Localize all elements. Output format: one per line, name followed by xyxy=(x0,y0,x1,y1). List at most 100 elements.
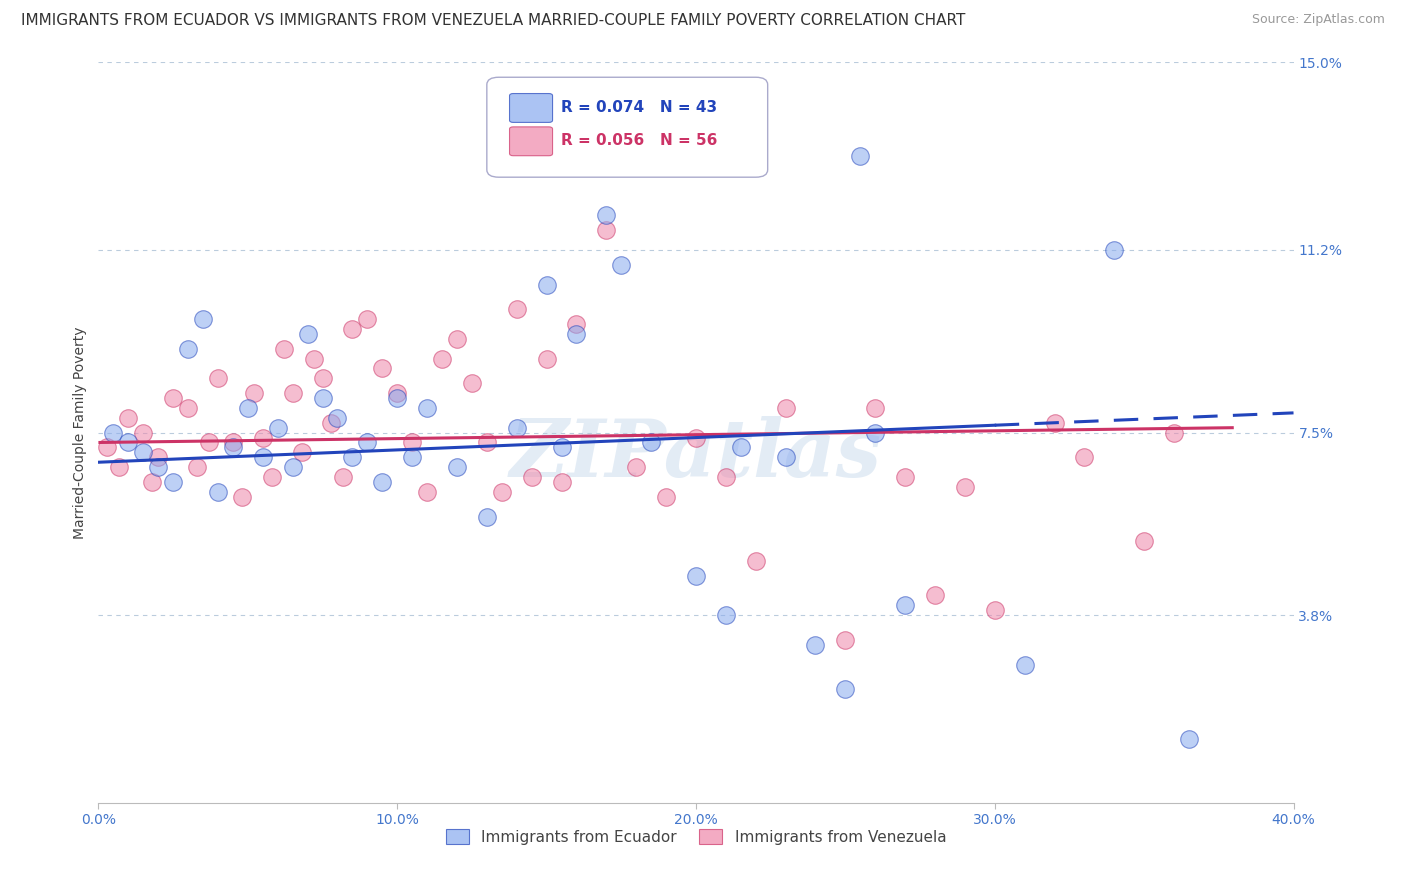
Point xyxy=(984,603,1007,617)
Point xyxy=(1104,243,1126,257)
Point xyxy=(291,445,314,459)
Point xyxy=(536,277,558,292)
Point xyxy=(371,475,394,489)
Text: Source: ZipAtlas.com: Source: ZipAtlas.com xyxy=(1251,13,1385,27)
Point xyxy=(385,391,409,405)
Point xyxy=(446,460,468,475)
Point xyxy=(446,332,468,346)
Point xyxy=(148,460,170,475)
Point xyxy=(1133,534,1156,549)
Point xyxy=(236,401,259,415)
Point xyxy=(953,480,976,494)
Point xyxy=(1043,416,1066,430)
Point xyxy=(1014,657,1036,672)
Point xyxy=(506,302,529,317)
Point xyxy=(550,475,572,489)
Point xyxy=(342,322,364,336)
Point xyxy=(1163,425,1185,440)
Point xyxy=(745,554,768,568)
Point xyxy=(595,223,617,237)
FancyBboxPatch shape xyxy=(509,94,553,122)
Point xyxy=(626,460,648,475)
FancyBboxPatch shape xyxy=(509,127,553,156)
Point xyxy=(685,431,707,445)
Point xyxy=(191,312,214,326)
Point xyxy=(186,460,208,475)
Point xyxy=(177,401,200,415)
Point xyxy=(132,425,155,440)
Point xyxy=(332,470,354,484)
Point xyxy=(520,470,543,484)
Point xyxy=(1178,731,1201,746)
Point xyxy=(207,484,229,499)
Point xyxy=(356,435,378,450)
Point xyxy=(267,420,290,434)
Point xyxy=(222,435,245,450)
Point xyxy=(924,589,946,603)
Point xyxy=(865,401,887,415)
Point xyxy=(252,431,274,445)
Point xyxy=(894,470,917,484)
Point xyxy=(198,435,221,450)
Point xyxy=(640,435,662,450)
Point xyxy=(132,445,155,459)
Point xyxy=(311,371,333,385)
Point xyxy=(685,568,707,582)
Text: R = 0.056   N = 56: R = 0.056 N = 56 xyxy=(561,134,717,148)
Point xyxy=(849,149,872,163)
Point xyxy=(865,425,887,440)
Y-axis label: Married-Couple Family Poverty: Married-Couple Family Poverty xyxy=(73,326,87,539)
Point xyxy=(108,460,131,475)
Point xyxy=(281,460,304,475)
Point xyxy=(326,410,349,425)
Legend: Immigrants from Ecuador, Immigrants from Venezuela: Immigrants from Ecuador, Immigrants from… xyxy=(440,822,952,851)
Point xyxy=(401,450,423,465)
Point xyxy=(655,490,678,504)
Point xyxy=(177,342,200,356)
Point xyxy=(148,450,170,465)
Point xyxy=(342,450,364,465)
Point xyxy=(491,484,513,499)
Point xyxy=(1073,450,1095,465)
Point xyxy=(565,317,588,331)
Point xyxy=(103,425,125,440)
Point xyxy=(550,441,572,455)
Point xyxy=(273,342,295,356)
Point xyxy=(321,416,343,430)
Point xyxy=(371,361,394,376)
Point xyxy=(894,599,917,613)
Point xyxy=(162,391,184,405)
Point xyxy=(416,484,439,499)
Point xyxy=(252,450,274,465)
Text: IMMIGRANTS FROM ECUADOR VS IMMIGRANTS FROM VENEZUELA MARRIED-COUPLE FAMILY POVER: IMMIGRANTS FROM ECUADOR VS IMMIGRANTS FR… xyxy=(21,13,966,29)
Text: R = 0.074   N = 43: R = 0.074 N = 43 xyxy=(561,100,717,115)
Point xyxy=(475,435,498,450)
Point xyxy=(475,509,498,524)
Point xyxy=(356,312,378,326)
Point xyxy=(311,391,333,405)
Point xyxy=(243,386,266,401)
Point xyxy=(162,475,184,489)
Point xyxy=(461,376,484,391)
Point xyxy=(506,420,529,434)
Point xyxy=(610,258,633,272)
Point xyxy=(565,326,588,341)
Point xyxy=(536,351,558,366)
Point xyxy=(222,441,245,455)
Point xyxy=(730,441,752,455)
Point xyxy=(385,386,409,401)
Point xyxy=(714,470,737,484)
FancyBboxPatch shape xyxy=(486,78,768,178)
Point xyxy=(96,441,118,455)
Point xyxy=(430,351,453,366)
Point xyxy=(297,326,319,341)
Point xyxy=(117,410,139,425)
Text: ZIPatlas: ZIPatlas xyxy=(510,416,882,493)
Point xyxy=(281,386,304,401)
Point xyxy=(834,682,856,697)
Point xyxy=(231,490,253,504)
Point xyxy=(804,638,827,652)
Point xyxy=(141,475,163,489)
Point xyxy=(714,608,737,623)
Point xyxy=(775,450,797,465)
